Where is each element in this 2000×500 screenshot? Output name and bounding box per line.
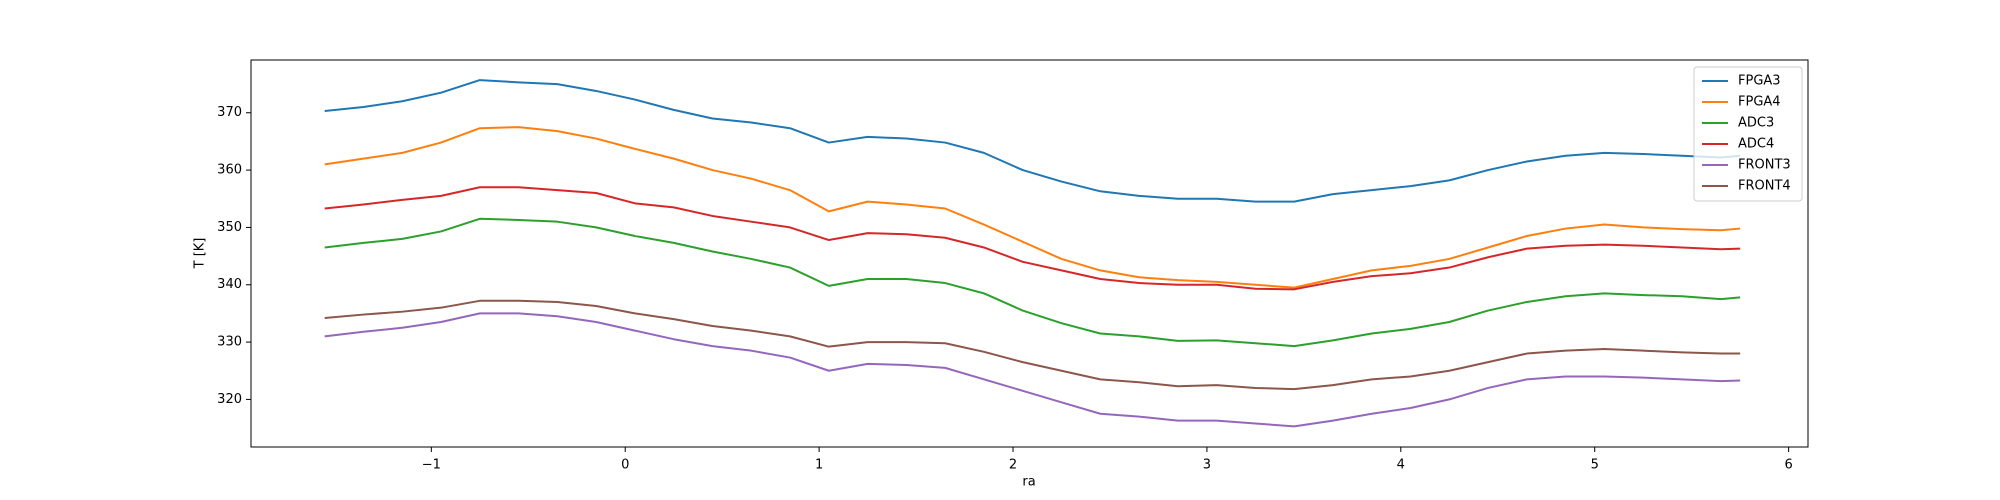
legend-label: FRONT3 [1738,158,1791,173]
x-tick-label: 3 [1203,458,1211,473]
line-series [324,299,1741,391]
x-tick-label: −1 [422,458,441,473]
legend-label: ADC4 [1738,137,1774,152]
x-tick-label: 0 [621,458,629,473]
line-series [324,79,1741,203]
legend-label: ADC3 [1738,116,1774,131]
y-tick-label: 320 [217,392,242,407]
legend-label: FPGA3 [1738,74,1781,89]
legend: FPGA3 FPGA4 ADC3 ADC4 FRONT3 FRONT4 [1693,66,1803,202]
line-series [324,186,1741,291]
x-tick-label: 6 [1784,458,1792,473]
line-series [324,217,1741,348]
y-tick-label: 350 [217,220,242,235]
y-tick-label: 330 [217,335,242,350]
x-axis-label: ra [1022,475,1035,490]
y-tick-label: 360 [217,163,242,178]
x-tick-label: 2 [1009,458,1017,473]
legend-label: FPGA4 [1738,95,1781,110]
legend-label: FRONT4 [1738,179,1791,194]
y-axis-label: T [K] [193,238,208,270]
y-tick-label: 370 [217,105,242,120]
x-tick-label: 5 [1591,458,1599,473]
y-tick-label: 340 [217,277,242,292]
line-series [324,126,1741,289]
legend-box [1693,66,1803,202]
x-tick-label: 4 [1397,458,1405,473]
line-series [324,312,1741,428]
x-tick-label: 1 [815,458,823,473]
plot-frame [250,59,1809,448]
